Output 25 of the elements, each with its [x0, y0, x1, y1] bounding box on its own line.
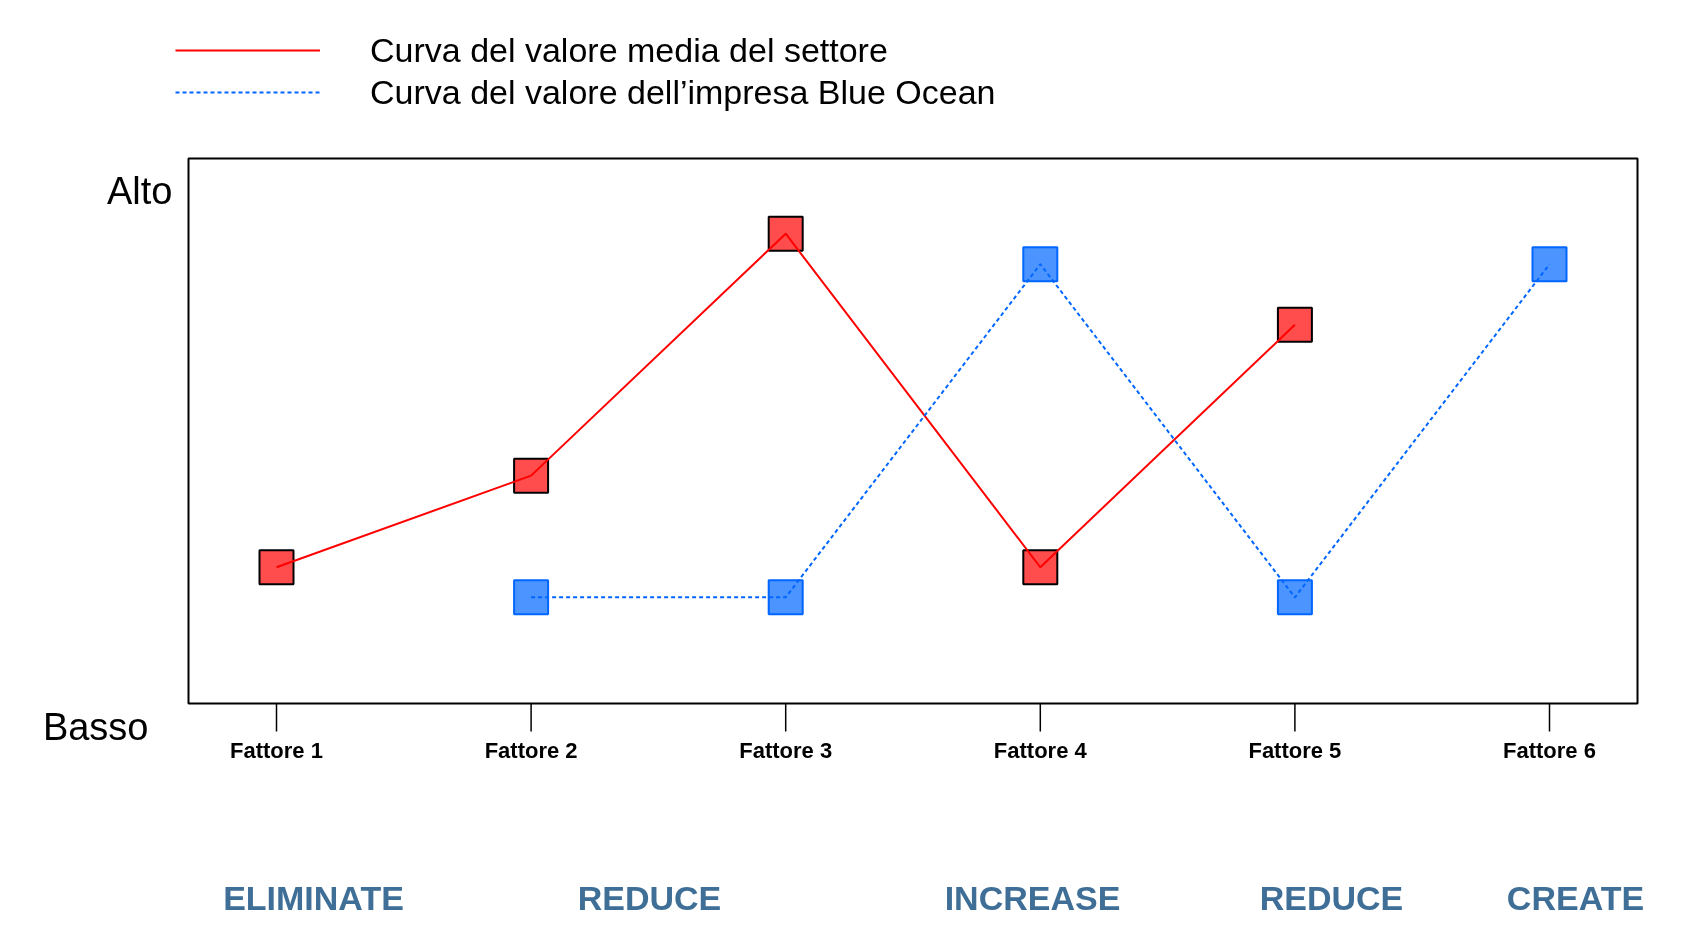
- x-tick-label: Fattore 1: [230, 737, 323, 763]
- text: INCREASE: [944, 878, 1121, 917]
- text: CREATE: [1506, 878, 1645, 917]
- point: [1531, 246, 1568, 283]
- point: [767, 215, 804, 252]
- point: [513, 457, 550, 494]
- point: [258, 549, 295, 586]
- point: [1022, 549, 1059, 586]
- text: Basso: [42, 705, 149, 748]
- point: [1022, 246, 1059, 283]
- x-tick-label: Fattore 5: [1248, 737, 1342, 763]
- x-tick-label: Fattore 2: [484, 737, 578, 763]
- legend-label: Curva del valore dell’impresa Blue Ocean: [370, 72, 996, 112]
- point: [513, 579, 550, 616]
- legend-label: Curva del valore media del settore: [370, 30, 888, 70]
- text: ELIMINATE: [223, 878, 404, 917]
- point: [1276, 579, 1313, 616]
- point: [767, 579, 804, 616]
- x-tick-label: Fattore 6: [1503, 737, 1596, 763]
- text: REDUCE: [1259, 878, 1404, 917]
- x-tick-label: Fattore 3: [739, 737, 833, 763]
- text: Alto: [107, 169, 173, 212]
- point: [1276, 306, 1313, 343]
- text: REDUCE: [577, 878, 722, 917]
- x-tick-label: Fattore 4: [993, 737, 1088, 763]
